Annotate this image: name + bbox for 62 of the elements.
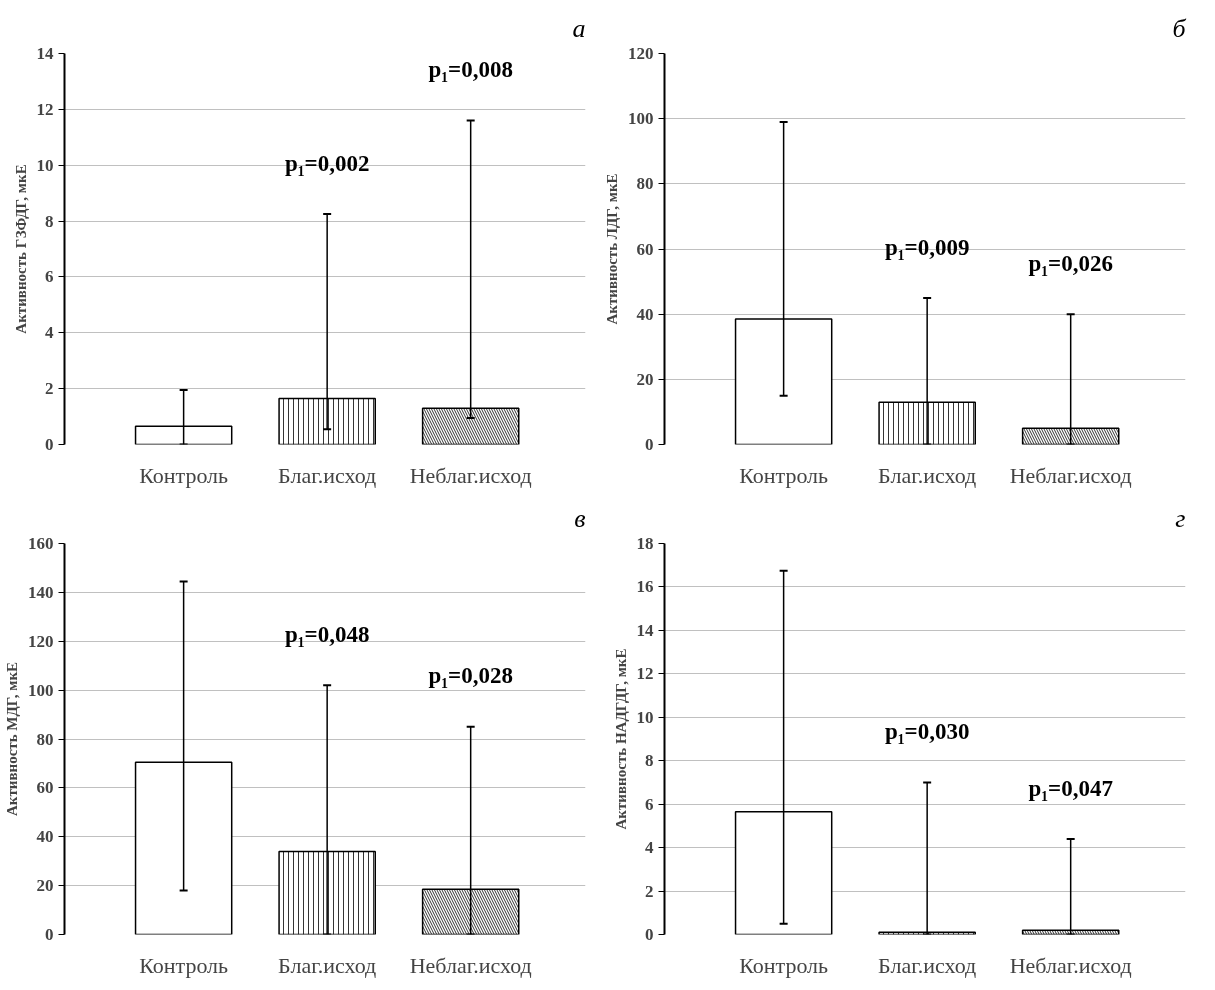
y-tick-label: 60 bbox=[36, 778, 54, 798]
y-tick-label: 8 bbox=[645, 751, 654, 771]
y-tick-label: 60 bbox=[636, 239, 654, 259]
annotation: p₁=0,008 bbox=[428, 57, 513, 83]
annotation: p₁=0,030 bbox=[884, 719, 970, 745]
y-tick-label: 100 bbox=[28, 680, 54, 700]
y-tick-label: 100 bbox=[628, 109, 654, 129]
x-tick-label: Контроль bbox=[139, 462, 229, 488]
y-tick-label: 6 bbox=[645, 794, 654, 814]
y-tick-label: 16 bbox=[636, 577, 654, 597]
y-axis-title: Активность НАДГДГ, мкЕ bbox=[612, 648, 629, 830]
y-tick-label: 140 bbox=[28, 582, 54, 602]
y-tick-label: 0 bbox=[45, 925, 54, 944]
chart-title: а bbox=[572, 13, 586, 43]
x-tick-label: Неблаг.исход bbox=[1009, 462, 1132, 488]
chart-title: в bbox=[574, 503, 586, 533]
y-tick-label: 10 bbox=[636, 707, 654, 727]
x-tick-label: Контроль bbox=[739, 952, 829, 978]
y-tick-label: 8 bbox=[45, 211, 54, 231]
y-tick-label: 80 bbox=[636, 174, 654, 194]
y-tick-label: 14 bbox=[636, 620, 654, 640]
y-tick-label: 120 bbox=[28, 631, 54, 651]
annotation: p₁=0,026 bbox=[1028, 250, 1113, 276]
y-tick-label: 14 bbox=[36, 44, 54, 63]
x-tick-label: Благ.исход bbox=[878, 462, 977, 488]
y-tick-label: 0 bbox=[45, 435, 54, 454]
y-axis-title: Активность ГЗФДГ, мкЕ bbox=[12, 164, 29, 334]
y-tick-label: 20 bbox=[636, 369, 654, 389]
x-tick-label: Благ.исход bbox=[878, 952, 977, 978]
y-tick-label: 160 bbox=[28, 534, 54, 553]
y-tick-label: 120 bbox=[628, 44, 654, 63]
x-tick-label: Неблаг.исход bbox=[1009, 952, 1132, 978]
chart-title: г bbox=[1175, 503, 1186, 533]
y-axis-title: Активность ЛДГ, мкЕ bbox=[604, 173, 620, 325]
annotation: p₁=0,009 bbox=[884, 234, 970, 260]
y-tick-label: 6 bbox=[45, 267, 54, 287]
y-tick-label: 20 bbox=[36, 876, 54, 896]
y-tick-label: 0 bbox=[645, 435, 654, 454]
x-tick-label: Благ.исход bbox=[278, 952, 377, 978]
y-tick-label: 80 bbox=[36, 729, 54, 749]
annotation: p₁=0,048 bbox=[284, 621, 370, 647]
x-tick-label: Неблаг.исход bbox=[409, 462, 532, 488]
annotation: p₁=0,028 bbox=[428, 663, 513, 689]
x-tick-label: Неблаг.исход bbox=[409, 952, 532, 978]
y-tick-label: 4 bbox=[45, 323, 54, 343]
y-tick-label: 18 bbox=[636, 534, 654, 553]
x-tick-label: Контроль bbox=[139, 952, 229, 978]
chart-title: б bbox=[1172, 13, 1187, 43]
y-tick-label: 40 bbox=[36, 827, 54, 847]
y-tick-label: 4 bbox=[645, 838, 654, 858]
y-tick-label: 2 bbox=[645, 881, 654, 901]
x-tick-label: Благ.исход bbox=[278, 462, 377, 488]
y-tick-label: 10 bbox=[36, 155, 54, 175]
y-tick-label: 40 bbox=[636, 304, 654, 324]
y-tick-label: 12 bbox=[36, 99, 54, 119]
y-axis-title: Активность МДГ, мкЕ bbox=[4, 661, 20, 817]
annotation: p₁=0,002 bbox=[284, 150, 370, 176]
annotation: p₁=0,047 bbox=[1028, 775, 1113, 801]
x-tick-label: Контроль bbox=[739, 462, 829, 488]
y-tick-label: 12 bbox=[636, 664, 654, 684]
y-tick-label: 2 bbox=[45, 379, 54, 399]
y-tick-label: 0 bbox=[645, 925, 654, 944]
